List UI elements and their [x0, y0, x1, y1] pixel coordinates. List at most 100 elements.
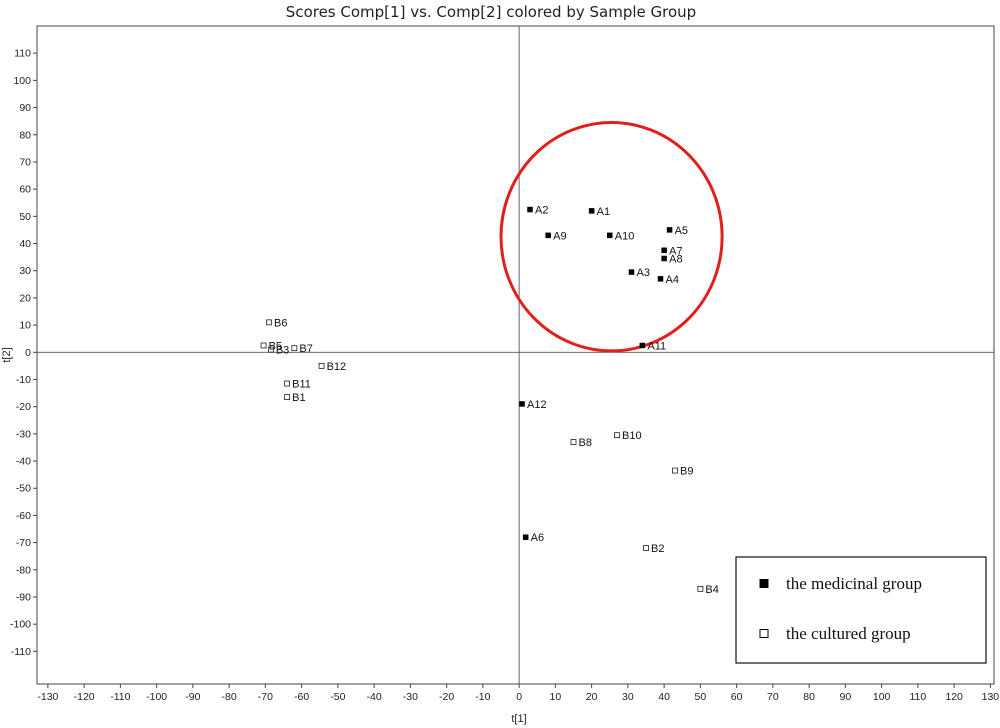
legend-marker [759, 629, 769, 638]
point-label: B8 [579, 437, 592, 449]
legend-entry-label: the cultured group [786, 624, 911, 643]
point-label: A1 [597, 206, 610, 218]
cultured-point-marker [643, 545, 649, 551]
x-tick-label: 130 [982, 691, 1000, 703]
x-tick-label: -20 [439, 691, 454, 703]
y-tick-label: 50 [19, 211, 31, 223]
point-label: A5 [675, 225, 688, 237]
y-tick-label: -60 [16, 510, 31, 522]
point-label: B10 [622, 430, 642, 442]
x-tick-label: 10 [550, 691, 562, 703]
x-tick-label: 90 [840, 691, 852, 703]
y-tick-label: -100 [10, 619, 31, 631]
point-label: B1 [292, 392, 305, 404]
medicinal-point-marker [661, 247, 667, 254]
point-label: A10 [615, 230, 635, 242]
x-tick-label: -120 [74, 691, 95, 703]
point-label: B9 [680, 466, 693, 478]
medicinal-point-marker [545, 232, 551, 239]
chart-title: Scores Comp[1] vs. Comp[2] colored by Sa… [286, 3, 696, 21]
cultured-point-marker [284, 394, 290, 400]
cultured-point-marker [284, 380, 290, 387]
y-tick-label: -50 [16, 483, 31, 495]
zero-reference-lines [37, 26, 994, 684]
y-tick-label: 0 [25, 347, 31, 359]
point-label: A4 [666, 274, 679, 286]
x-tick-label: -10 [475, 691, 490, 703]
medicinal-point-marker [661, 255, 667, 262]
medicinal-point-marker [639, 342, 646, 349]
point-label: A2 [535, 205, 548, 217]
y-tick-label: -30 [16, 428, 31, 440]
x-tick-label: 100 [873, 691, 891, 703]
x-tick-label: 120 [945, 691, 963, 703]
medicinal-point-marker [628, 269, 635, 275]
point-label: B6 [274, 317, 287, 329]
legend-box [735, 556, 987, 664]
x-tick-label: -90 [185, 691, 200, 703]
medicinal-point-marker [666, 227, 673, 233]
y-axis-label: t[2] [1, 347, 13, 362]
point-label: B11 [292, 379, 311, 391]
y-tick-label: -40 [16, 456, 31, 468]
axis-ticks: -130 -120 -110 -100 -90 -80 -70 -60 -50 -40 -30 -20… [10, 48, 999, 703]
highlight-circle [499, 121, 724, 353]
cultured-point-marker [291, 345, 298, 352]
medicinal-point-marker [657, 276, 664, 282]
plot-area-frame [36, 25, 995, 685]
legend-marker [759, 579, 769, 588]
x-tick-label: -40 [367, 691, 382, 703]
x-tick-label: -30 [403, 691, 418, 703]
y-tick-label: 60 [19, 184, 31, 196]
point-label: B3 [276, 345, 289, 357]
x-axis-label: t[1] [511, 713, 526, 725]
point-label: A7 [669, 245, 682, 257]
point-label: A12 [527, 399, 547, 411]
point-label: A6 [531, 532, 544, 544]
x-tick-label: 20 [586, 691, 598, 703]
x-tick-label: -50 [330, 691, 345, 703]
y-tick-label: 110 [14, 48, 31, 60]
cultured-point-marker [614, 432, 620, 439]
medicinal-point-marker [519, 401, 525, 407]
x-tick-label: -130 [37, 691, 58, 703]
y-tick-label: -110 [11, 646, 31, 658]
legend: the medicinal group the cultured group [735, 556, 987, 664]
y-tick-label: -10 [16, 374, 31, 386]
medicinal-point-marker [588, 208, 595, 214]
point-label: B7 [299, 343, 312, 355]
medicinal-point-marker [522, 534, 529, 540]
cultured-point-marker [672, 467, 678, 474]
cultured-point-marker [260, 342, 267, 349]
x-tick-label: -100 [146, 691, 167, 703]
point-label: B2 [651, 543, 664, 555]
x-tick-label: 30 [622, 691, 634, 703]
x-tick-label: -80 [222, 691, 237, 703]
point-label: B12 [327, 361, 347, 373]
medicinal-point-marker [527, 206, 533, 213]
y-tick-label: 10 [19, 320, 31, 332]
y-tick-label: 80 [19, 129, 31, 141]
cultured-point-marker [697, 585, 704, 592]
x-tick-label: 50 [695, 691, 707, 703]
x-tick-label: -60 [294, 691, 309, 703]
x-tick-label: 110 [910, 691, 927, 703]
point-label: A3 [637, 267, 650, 279]
x-tick-label: 70 [767, 691, 779, 703]
point-label: B4 [705, 584, 718, 596]
y-tick-label: 70 [19, 156, 31, 168]
y-tick-label: 40 [19, 238, 31, 250]
cultured-point-marker [318, 363, 325, 369]
x-tick-label: 60 [731, 691, 743, 703]
y-tick-label: -20 [16, 401, 31, 413]
y-tick-label: 20 [19, 292, 31, 304]
point-label: B5 [269, 340, 282, 352]
legend-entry-label: the medicinal group [786, 574, 922, 593]
y-tick-label: 100 [13, 75, 31, 87]
point-label: A11 [647, 340, 666, 352]
x-tick-label: -110 [110, 691, 130, 703]
point-label: A9 [553, 230, 566, 242]
y-tick-label: 30 [19, 265, 31, 277]
